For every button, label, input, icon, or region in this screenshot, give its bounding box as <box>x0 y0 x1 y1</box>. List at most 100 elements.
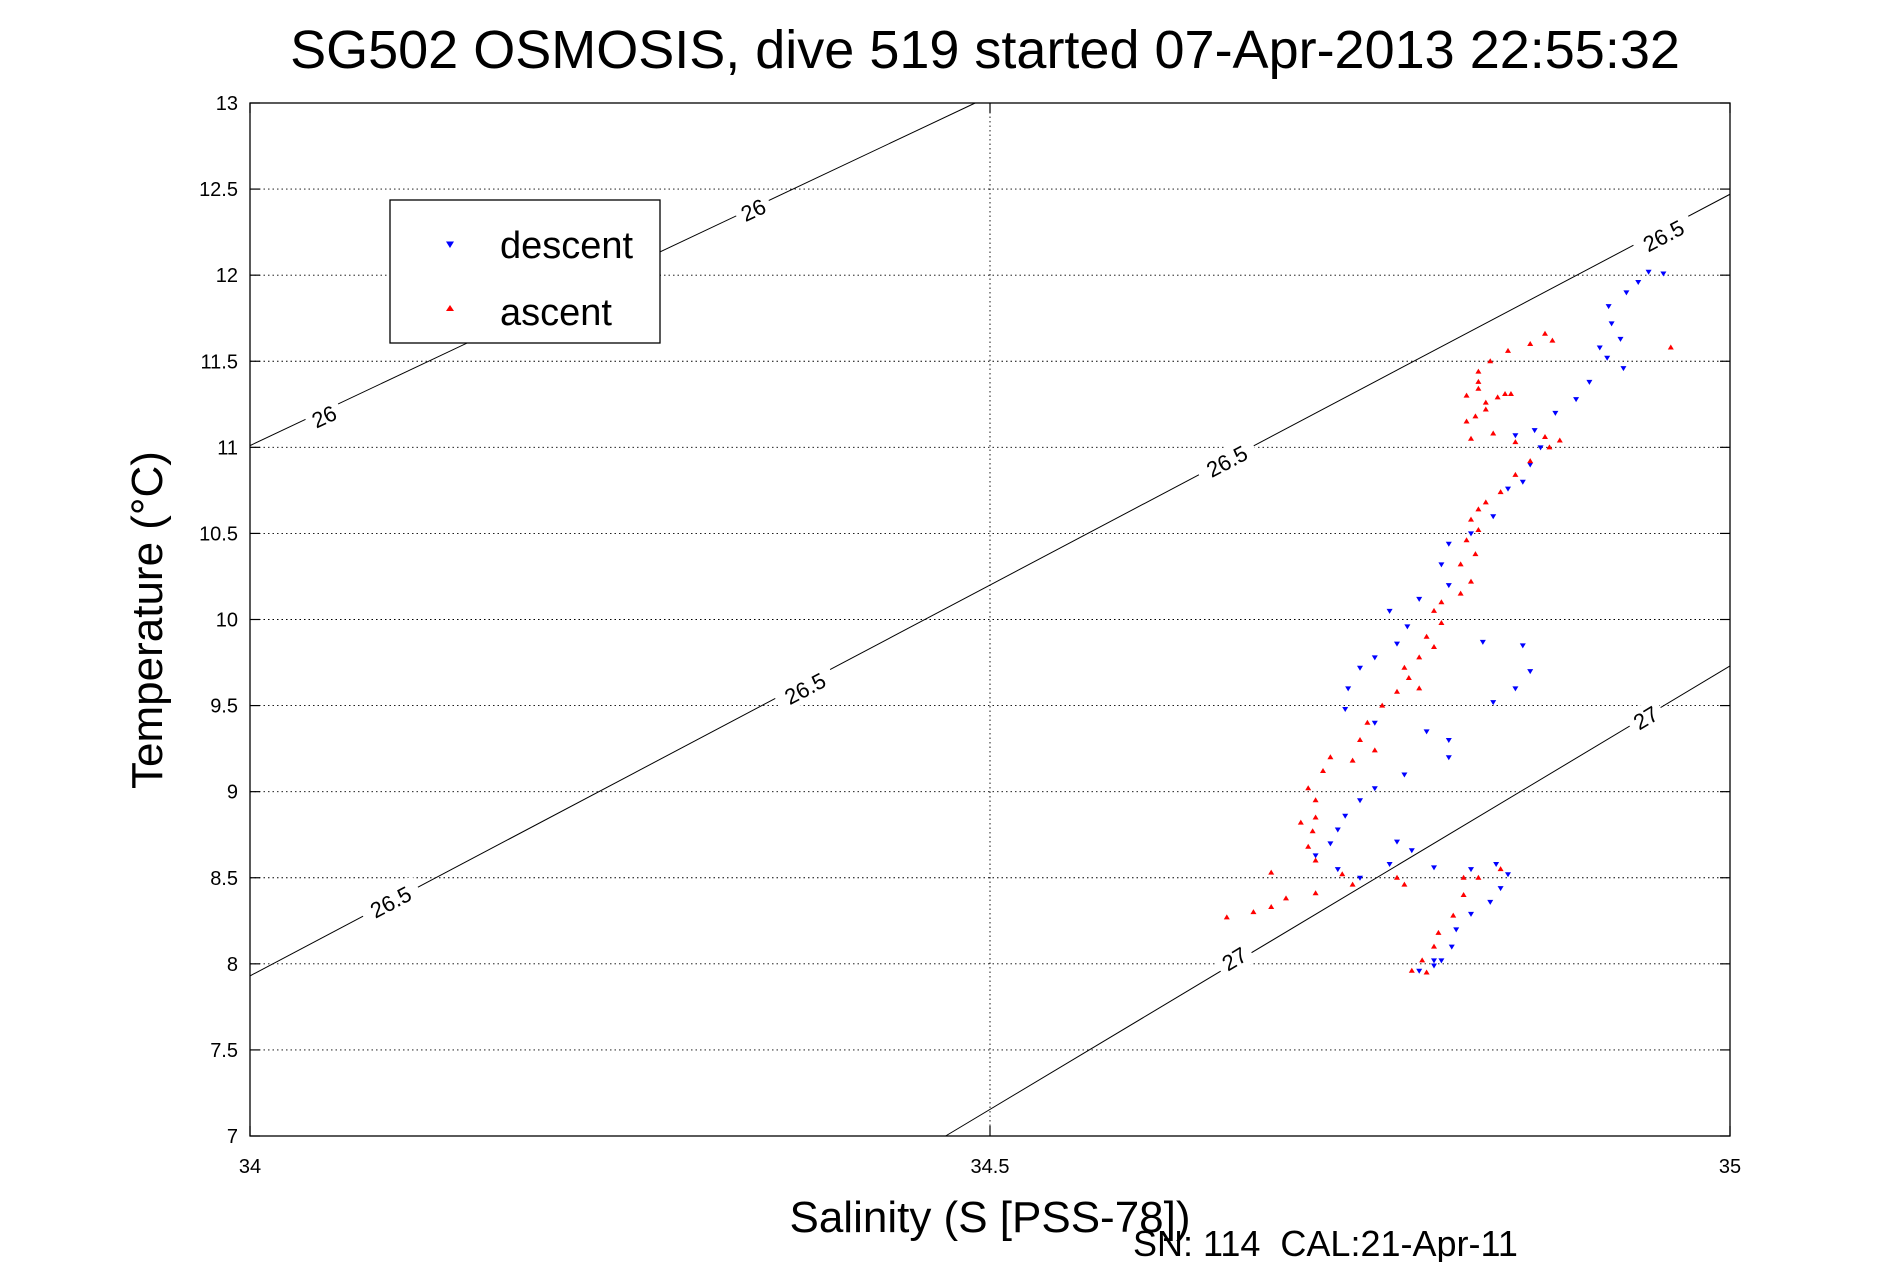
ascent-point <box>1463 537 1470 543</box>
y-tick-label: 7.5 <box>210 1040 238 1062</box>
descent-point <box>1408 848 1415 854</box>
descent-point <box>1357 875 1363 881</box>
descent-point <box>1342 813 1349 819</box>
ascent-point <box>1438 599 1445 605</box>
ascent-point <box>1542 330 1548 336</box>
x-tick-label: 35 <box>1719 1156 1741 1178</box>
ascent-point <box>1542 434 1548 440</box>
y-tick-label: 10.5 <box>199 523 238 545</box>
descent-point <box>1445 755 1452 761</box>
x-tick-label: 34.5 <box>971 1156 1010 1178</box>
legend-marker-ascent <box>446 305 454 311</box>
ascent-point <box>1482 399 1489 405</box>
ascent-point <box>1349 757 1356 763</box>
descent-point <box>1445 541 1452 547</box>
descent-point <box>1660 271 1667 277</box>
ascent-point <box>1423 633 1430 639</box>
ascent-point <box>1312 814 1319 820</box>
ascent-point <box>1556 437 1563 443</box>
ascent-point <box>1364 719 1371 725</box>
ascent-point <box>1401 664 1408 670</box>
ascent-point <box>1297 819 1304 825</box>
isopycnal-label: 26.5 <box>1193 435 1261 488</box>
descent-point <box>1487 899 1494 905</box>
ascent-point <box>1419 957 1426 963</box>
descent-point <box>1620 366 1627 372</box>
grid-lines <box>250 103 1730 1136</box>
descent-point <box>1623 290 1630 296</box>
isopycnal-label-bg <box>771 662 839 715</box>
y-tick-label: 8 <box>227 954 238 976</box>
ascent-point <box>1527 458 1534 464</box>
descent-point <box>1312 853 1319 859</box>
ascent-point <box>1468 435 1474 441</box>
legend: descent ascent <box>389 199 661 344</box>
isopycnal-label: 26 <box>302 396 346 436</box>
descent-point <box>1512 686 1519 692</box>
descent-point <box>1394 839 1400 845</box>
descent-point <box>1468 531 1474 537</box>
y-tick-label: 11 <box>217 437 238 459</box>
descent-point <box>1334 827 1341 833</box>
descent-point <box>1479 639 1486 645</box>
ascent-point <box>1431 607 1437 613</box>
ascent-point <box>1507 390 1514 396</box>
descent-point <box>1357 665 1363 671</box>
ascent-point <box>1431 943 1437 949</box>
descent-point <box>1505 486 1511 492</box>
ascent-point <box>1394 688 1400 694</box>
ascent-point <box>1497 866 1504 872</box>
legend-marker-descent <box>446 241 454 248</box>
ascent-point <box>1482 406 1489 412</box>
ascent-point <box>1472 413 1479 419</box>
ascent-point <box>1357 737 1363 743</box>
descent-point <box>1431 958 1437 964</box>
ascent-point <box>1327 754 1334 760</box>
descent-point <box>1586 379 1593 385</box>
ascent-point <box>1408 967 1415 973</box>
ascent-point <box>1475 526 1482 532</box>
ascent-point <box>1371 747 1378 753</box>
ascent-point <box>1457 561 1464 567</box>
ascent-point <box>1487 358 1494 364</box>
descent-point <box>1519 479 1526 485</box>
isopycnal-contours: 26 26 26.5 26.5 26.5 26.5 27 27 <box>249 102 1731 1137</box>
legend-box <box>389 199 661 344</box>
descent-point <box>1327 841 1334 847</box>
descent-point <box>1334 867 1341 873</box>
calibration-footer: SN: 114 CAL:21-Apr-11 <box>1133 1223 1518 1262</box>
isopycnal-label: 26.5 <box>1629 209 1697 262</box>
ascent-point <box>1283 895 1289 901</box>
ascent-point <box>1457 590 1464 596</box>
ascent-point <box>1463 418 1470 424</box>
isopycnal-label: 27 <box>1623 697 1668 739</box>
descent-point <box>1357 798 1363 804</box>
ascent-point <box>1505 347 1511 353</box>
descent-point <box>1596 345 1603 351</box>
descent-point <box>1416 596 1423 602</box>
ascent-point <box>1450 912 1457 918</box>
descent-point <box>1438 562 1445 568</box>
ascent-point <box>1438 619 1445 625</box>
descent-point <box>1438 958 1445 964</box>
descent-point <box>1386 861 1393 867</box>
isopycnal-label-bg <box>1623 697 1668 739</box>
ascent-point <box>1512 471 1519 477</box>
descent-point <box>1490 700 1497 706</box>
ascent-point <box>1468 578 1474 584</box>
descent-point <box>1531 428 1538 434</box>
ascent-point <box>1475 385 1482 391</box>
isopycnal-label-bg <box>1193 435 1261 488</box>
chart-title: SG502 OSMOSIS, dive 519 started 07-Apr-2… <box>290 20 1680 80</box>
y-tick-label: 10 <box>216 610 238 632</box>
ascent-point <box>1250 909 1257 915</box>
descent-point <box>1404 624 1411 630</box>
ascent-point <box>1309 828 1316 834</box>
y-tick-label: 9.5 <box>210 696 238 718</box>
ascent-point <box>1494 394 1501 400</box>
isopycnal-line <box>945 665 1731 1137</box>
isopycnal-label: 26.5 <box>357 875 425 928</box>
ascent-point <box>1405 675 1412 681</box>
ascent-point <box>1482 499 1489 505</box>
y-tick-label: 13 <box>216 93 238 115</box>
